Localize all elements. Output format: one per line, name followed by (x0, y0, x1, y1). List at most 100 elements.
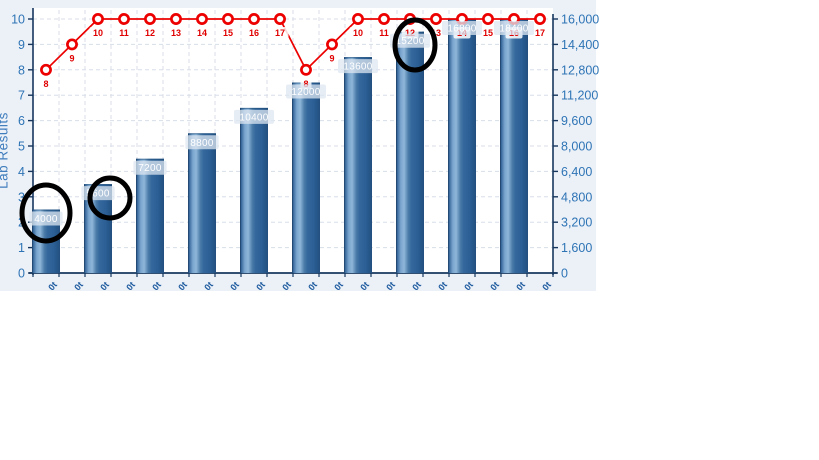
line-value-label: 13 (431, 28, 441, 38)
bar-value-label: 5600 (86, 189, 110, 200)
right-axis-tick-label: 14,400 (561, 38, 599, 52)
line-marker (118, 13, 130, 25)
left-axis-tick-label: 9 (18, 38, 25, 52)
left-axis-tick-label: 1 (18, 241, 25, 255)
right-axis-tick-label: 16,000 (561, 13, 599, 27)
bar-value-label-box (185, 135, 219, 150)
bar (500, 19, 528, 273)
left-axis-tick-label: 3 (18, 190, 25, 204)
line-value-label: 8 (43, 79, 48, 89)
bar-value-label: 18400 (499, 24, 528, 35)
right-axis-tick-label: 11,200 (561, 89, 598, 103)
bar-value-label-box (442, 21, 482, 35)
right-axis-tick-label: 4,800 (561, 190, 592, 204)
line-marker (66, 38, 78, 51)
left-axis-tick-label: 6 (18, 114, 25, 128)
line-value-label: 10 (93, 28, 103, 38)
line-value-label-box (193, 27, 211, 39)
line-marker (300, 63, 312, 76)
line-marker (534, 13, 546, 25)
line-marker (222, 13, 234, 25)
line-marker (326, 38, 338, 51)
line-value-label-box (115, 27, 133, 39)
bar-value-label: 15200 (395, 36, 424, 47)
bar-value-label-box (29, 211, 63, 226)
left-axis-title: Lab Results (0, 112, 11, 189)
bar-value-label: 16800 (447, 24, 476, 35)
line-value-label: 17 (275, 28, 285, 38)
line-marker (144, 13, 156, 25)
right-axis-tick-label: 0 (561, 267, 568, 281)
line-value-label-box (531, 27, 549, 39)
line-marker (170, 13, 182, 25)
line-value-label: 16 (249, 28, 259, 38)
right-axis-tick-label: 12,800 (561, 63, 599, 77)
line-value-label-box (375, 27, 393, 39)
bar-value-label-box (133, 160, 167, 175)
line-value-label: 17 (535, 28, 545, 38)
bar (448, 19, 476, 273)
line-value-label: 10 (353, 28, 363, 38)
line-value-label: 13 (171, 28, 181, 38)
annotation-ellipse (392, 17, 438, 73)
line-value-label-box (40, 77, 52, 90)
bar-value-label-box (286, 84, 326, 99)
bar-value-label: 4000 (34, 214, 58, 225)
bar (240, 107, 268, 274)
left-axis-tick-label: 0 (18, 267, 25, 281)
bar (188, 133, 216, 273)
bar-value-label: 10400 (239, 112, 268, 123)
left-axis-tick-label: 4 (18, 165, 25, 179)
bar (292, 82, 320, 273)
line-value-label: 15 (223, 28, 233, 38)
line-marker (92, 13, 104, 25)
bar-value-label: 12000 (291, 87, 320, 98)
left-axis-tick-label: 8 (18, 63, 25, 77)
line-value-label: 12 (145, 28, 155, 38)
bar-value-label-box (338, 59, 378, 74)
line-value-label: 9 (329, 53, 334, 63)
left-axis-tick-label: 10 (11, 13, 25, 27)
bar-value-label: 8800 (190, 138, 214, 149)
line-value-label: 9 (69, 53, 74, 63)
line-value-label: 15 (483, 28, 493, 38)
line-value-label-box (326, 52, 338, 64)
right-axis-tick-label: 1,600 (561, 241, 592, 255)
line-value-label-box (479, 27, 497, 39)
line-marker (196, 13, 208, 25)
line-value-label-box (349, 27, 367, 39)
bar (136, 158, 164, 273)
line-value-label: 11 (379, 28, 389, 38)
line-value-label-box (141, 27, 159, 39)
line-value-label-box (66, 52, 78, 64)
line-marker (430, 13, 442, 25)
line-value-label: 11 (119, 28, 129, 38)
annotation-ellipse (87, 175, 133, 221)
line-marker (352, 13, 364, 25)
bar-value-label-box (494, 21, 534, 35)
line-value-label: 12 (405, 28, 415, 38)
bar-value-label: 13600 (343, 62, 372, 73)
right-axis-tick-label: 9,600 (561, 114, 592, 128)
line-value-label-box (167, 27, 185, 39)
right-axis-tick-label: 8,000 (561, 140, 592, 154)
line-marker (40, 63, 52, 76)
bar-value-label-box (390, 33, 430, 48)
line-value-label-box (271, 27, 289, 39)
line-value-label-box (219, 27, 237, 39)
line-marker (274, 13, 286, 25)
bar (344, 57, 372, 273)
line-value-label-box (89, 27, 107, 39)
left-axis-tick-label: 5 (18, 140, 25, 154)
line-value-label: 8 (303, 79, 308, 89)
line-marker (378, 13, 390, 25)
line-value-label: 14 (197, 28, 207, 38)
line-marker (248, 13, 260, 25)
right-axis-tick-label: 6,400 (561, 165, 592, 179)
bar-value-label: 7200 (138, 163, 162, 174)
line-value-label-box (245, 27, 263, 39)
right-axis-tick-label: 3,200 (561, 216, 592, 230)
